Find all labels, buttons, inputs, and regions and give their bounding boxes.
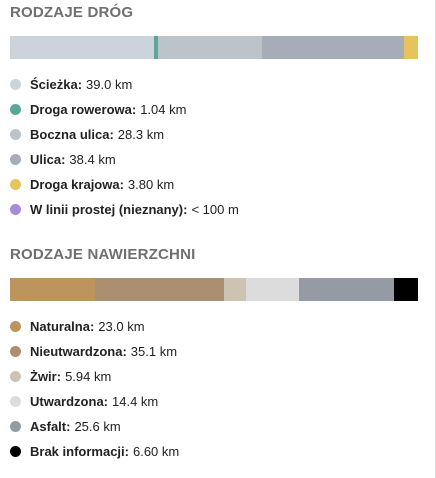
legend-value: 23.0 km [98,319,145,334]
legend-value: 3.80 km [127,177,175,192]
legend-value: 38.4 km [69,152,116,167]
legend-label: W linii prostej (nieznany): [30,202,188,217]
legend-value: 35.1 km [130,344,178,359]
color-dot-icon [10,154,21,165]
legend-label: Droga krajowa: [30,177,124,192]
legend-item-w-linii-prostej-nieznany: W linii prostej (nieznany): < 100 m [10,197,239,222]
legend-value: 14.4 km [112,394,159,409]
color-dot-icon [10,179,21,190]
legend-label: Ulica: [30,152,66,167]
legend-value: 6.60 km [132,444,180,459]
color-dot-icon [10,396,21,407]
bar-segment-zwir [224,278,247,301]
bar-segment-droga-rowerowa [153,36,158,59]
bar-segment-ulica [262,36,404,59]
road-types-legend: Ścieżka: 39.0 km Droga rowerowa: 1.04 km Boc… [10,72,239,222]
legend-label: Asfalt: [30,419,71,434]
legend-label: Żwir: [30,369,62,384]
legend-value: 28.3 km [117,127,165,142]
bar-segment-boczna-ulica [157,36,263,59]
legend-label: Ścieżka: [30,77,83,92]
color-dot-icon [10,129,21,140]
legend-value: 39.0 km [86,77,133,92]
bar-segment-sciezka [10,36,154,59]
surface-types-legend: Naturalna: 23.0 km Nieutwardzona: 35.1 km Żw… [10,314,179,464]
legend-item-naturalna: Naturalna: 23.0 km [10,314,179,339]
bar-segment-brak-informacji [393,278,419,301]
legend-item-nieutwardzona: Nieutwardzona: 35.1 km [10,339,179,364]
surface-types-title: RODZAJE NAWIERZCHNI [10,246,196,263]
color-dot-icon [10,321,21,332]
legend-item-ulica: Ulica: 38.4 km [10,147,239,172]
bar-segment-nieutwardzona [94,278,225,301]
legend-item-droga-rowerowa: Droga rowerowa: 1.04 km [10,97,239,122]
legend-item-brak-informacji: Brak informacji: 6.60 km [10,439,179,464]
surface-types-bar [10,278,419,301]
color-dot-icon [10,421,21,432]
legend-label: Droga rowerowa: [30,102,137,117]
bar-segment-droga-krajowa [403,36,418,59]
bar-segment-asfalt [299,278,394,301]
legend-label: Naturalna: [30,319,95,334]
legend-item-utwardzona: Utwardzona: 14.4 km [10,389,179,414]
legend-item-boczna-ulica: Boczna ulica: 28.3 km [10,122,239,147]
legend-label: Brak informacji: [30,444,129,459]
color-dot-icon [10,446,21,457]
color-dot-icon [10,371,21,382]
color-dot-icon [10,104,21,115]
legend-label: Boczna ulica: [30,127,114,142]
legend-value: 5.94 km [65,369,112,384]
bar-segment-naturalna [10,278,95,301]
bar-segment-utwardzona [246,278,300,301]
legend-value: < 100 m [191,202,239,217]
color-dot-icon [10,79,21,90]
color-dot-icon [10,204,21,215]
legend-item-droga-krajowa: Droga krajowa: 3.80 km [10,172,239,197]
legend-item-zwir: Żwir: 5.94 km [10,364,179,389]
legend-value: 1.04 km [140,102,187,117]
road-types-title: RODZAJE DRÓG [10,4,134,21]
road-types-bar [10,36,419,59]
legend-value: 25.6 km [74,419,121,434]
color-dot-icon [10,346,21,357]
legend-label: Utwardzona: [30,394,108,409]
legend-item-asfalt: Asfalt: 25.6 km [10,414,179,439]
legend-label: Nieutwardzona: [30,344,127,359]
legend-item-sciezka: Ścieżka: 39.0 km [10,72,239,97]
